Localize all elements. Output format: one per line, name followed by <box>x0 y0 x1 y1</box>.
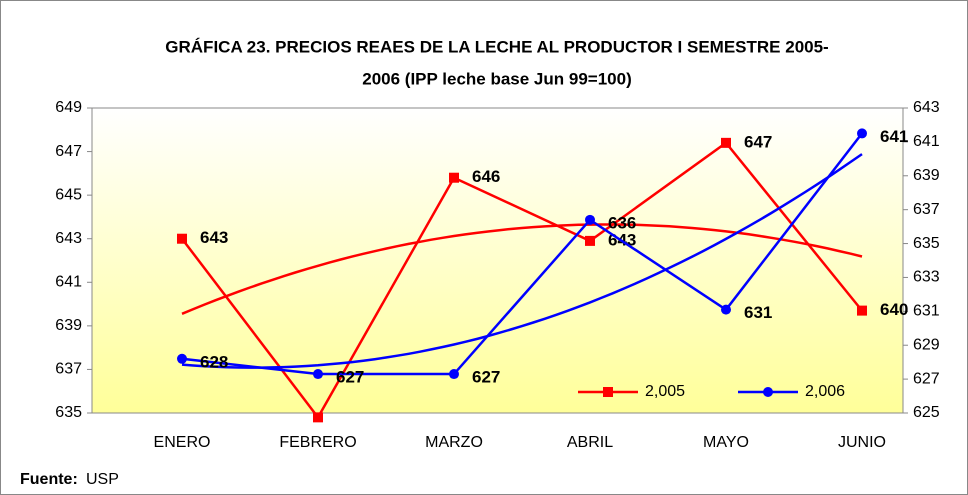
plot-area <box>91 107 904 414</box>
x-tick-label: ABRIL <box>567 434 613 451</box>
data-label: 643 <box>200 228 228 247</box>
series-line <box>181 132 863 376</box>
marker <box>177 233 187 244</box>
data-label: 631 <box>744 303 772 322</box>
data-label: 640 <box>880 300 908 319</box>
y-tick-label: 635 <box>55 404 82 421</box>
legend-marker <box>763 387 773 397</box>
series-line <box>181 141 863 420</box>
legend-label: 2,006 <box>805 383 845 400</box>
marker <box>177 353 187 364</box>
marker <box>857 305 867 316</box>
chart-title: GRÁFICA 23. PRECIOS REAES DE LA LECHE AL… <box>165 37 828 56</box>
data-label: 636 <box>608 213 636 232</box>
y-tick-label: 645 <box>55 186 82 203</box>
legend-label: 2,005 <box>645 383 685 400</box>
x-tick-label: MAYO <box>703 434 749 451</box>
marker <box>721 137 731 148</box>
y2-tick-label: 629 <box>913 336 940 353</box>
chart-title: 2006 (IPP leche base Jun 99=100) <box>362 69 632 88</box>
marker <box>585 214 595 225</box>
trendline <box>181 153 863 369</box>
y2-tick-label: 639 <box>913 167 940 184</box>
data-label: 647 <box>744 132 772 151</box>
data-label: 641 <box>880 127 908 146</box>
y2-tick-label: 643 <box>913 99 940 116</box>
x-tick-label: JUNIO <box>838 434 886 451</box>
x-tick-label: ENERO <box>154 434 211 451</box>
data-label: 627 <box>336 368 364 387</box>
y2-tick-label: 637 <box>913 201 940 218</box>
source-label: Fuente: <box>20 471 78 488</box>
marker <box>585 235 595 246</box>
x-tick-label: FEBRERO <box>279 434 356 451</box>
trendline <box>181 223 863 315</box>
y-tick-label: 641 <box>55 274 82 291</box>
y2-tick-label: 641 <box>913 133 940 150</box>
data-label: 646 <box>472 167 500 186</box>
data-label: 627 <box>472 368 500 387</box>
y2-tick-label: 631 <box>913 303 940 320</box>
data-label: 628 <box>200 352 228 371</box>
y-tick-label: 647 <box>55 143 82 160</box>
marker <box>313 369 323 380</box>
y2-tick-label: 633 <box>913 269 940 286</box>
marker <box>449 172 459 183</box>
marker <box>449 369 459 380</box>
y-tick-label: 643 <box>55 230 82 247</box>
x-tick-label: MARZO <box>425 434 483 451</box>
marker <box>721 304 731 315</box>
y2-tick-label: 627 <box>913 370 940 387</box>
y2-tick-label: 625 <box>913 404 940 421</box>
y-tick-label: 639 <box>55 317 82 334</box>
legend-marker <box>603 387 613 397</box>
y2-tick-label: 635 <box>913 235 940 252</box>
y-tick-label: 649 <box>55 99 82 116</box>
y-tick-label: 637 <box>55 361 82 378</box>
marker <box>313 412 323 423</box>
source-text: USP <box>86 471 119 488</box>
marker <box>857 128 867 139</box>
